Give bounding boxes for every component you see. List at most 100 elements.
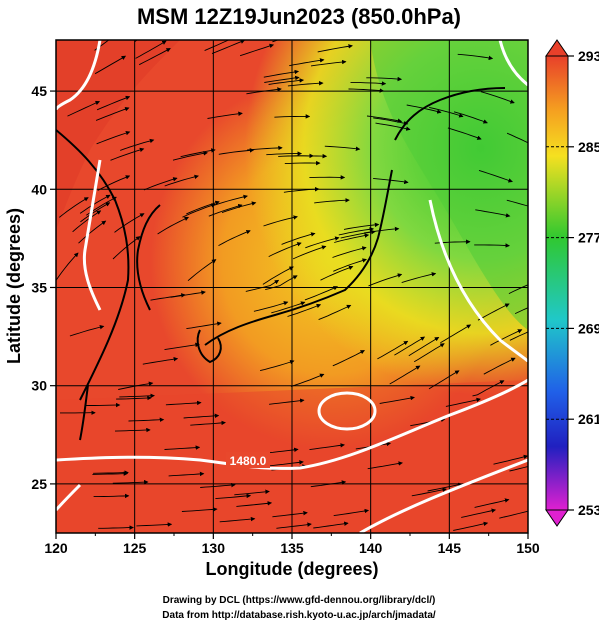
colorbar-tick-label: 293 (578, 48, 599, 64)
streamline (284, 160, 321, 166)
x-tick-label: 140 (359, 540, 383, 556)
height-contours (56, 40, 528, 533)
streamline (290, 373, 325, 387)
contour-line-1480 (56, 378, 528, 470)
streamline (427, 482, 463, 492)
streamline (120, 138, 155, 151)
streamline (186, 321, 222, 330)
streamline (265, 275, 298, 291)
streamline (363, 226, 400, 234)
streamline (69, 325, 105, 337)
streamline (114, 213, 145, 233)
streamline (78, 220, 107, 244)
streamline (367, 461, 403, 470)
streamline (272, 510, 308, 518)
y-tick-label: 45 (31, 83, 47, 99)
streamline (112, 479, 149, 485)
streamline (112, 236, 141, 260)
y-tick-label: 30 (31, 378, 47, 394)
streamline (475, 209, 511, 218)
streamline (268, 78, 305, 85)
x-tick-label: 125 (123, 540, 147, 556)
streamline (366, 115, 403, 123)
streamline (67, 100, 100, 117)
streamline (274, 114, 311, 119)
streamline (490, 329, 523, 346)
streamline (394, 336, 426, 356)
streamline (453, 521, 489, 531)
streamline (253, 301, 289, 312)
streamline (186, 200, 220, 215)
streamline (313, 521, 349, 529)
streamline (305, 236, 340, 249)
map-title: MSM 12Z19Jun2023 (850.0hPa) (137, 4, 461, 29)
streamline (440, 324, 472, 344)
streamline (268, 242, 302, 258)
streamline (480, 91, 515, 104)
coastline-korea (136, 204, 161, 311)
streamline (218, 230, 251, 246)
streamline (116, 395, 152, 401)
streamline (119, 393, 155, 398)
streamline (332, 246, 367, 258)
streamline (318, 304, 352, 321)
streamline (213, 194, 248, 206)
streamline (348, 88, 385, 93)
streamline (84, 402, 121, 408)
streamline (94, 55, 127, 75)
coastlines (56, 87, 506, 441)
streamline (181, 507, 218, 512)
streamline (445, 397, 481, 407)
streamline (164, 174, 199, 187)
streamline (138, 48, 171, 66)
colorbar-tick-label: 285 (578, 139, 599, 155)
streamline (183, 413, 220, 419)
contour-line-ne (498, 40, 528, 87)
streamline (389, 365, 421, 385)
streamline (428, 370, 460, 390)
streamline (332, 350, 365, 367)
contour-line-west (82, 159, 102, 311)
colorbar-ticks: 293 285 277 269 261 253 (546, 48, 599, 518)
streamline (320, 265, 354, 281)
streamline (218, 148, 255, 155)
coastline-japan-hokkaido (394, 87, 506, 141)
streamline (317, 44, 353, 53)
streamline (509, 466, 528, 472)
contour-closed-high (317, 391, 377, 431)
streamline (168, 471, 205, 477)
x-axis-title: Longitude (degrees) (205, 559, 378, 579)
streamline (236, 501, 273, 507)
streamline (208, 203, 243, 217)
streamline (234, 489, 270, 496)
streamline (309, 443, 345, 451)
streamline (93, 493, 130, 499)
streamline (287, 303, 322, 317)
colorbar-gradient (545, 55, 569, 511)
contour-line-se (359, 458, 528, 533)
streamline (190, 420, 226, 426)
streamline (278, 153, 314, 159)
streamline (447, 127, 482, 140)
streamline (259, 359, 295, 372)
streamline (509, 331, 528, 341)
streamline (142, 356, 179, 365)
streamline (514, 307, 528, 315)
streamline (472, 380, 505, 397)
coastline-china (56, 129, 130, 401)
streamline (165, 400, 202, 406)
x-tick-label: 120 (44, 540, 68, 556)
streamline (281, 232, 316, 245)
streamline (375, 122, 411, 131)
streamline (493, 454, 528, 465)
colorbar-bottom-arrow (545, 509, 569, 527)
y-tick-label: 40 (31, 181, 47, 197)
streamline (80, 202, 111, 223)
streamline (401, 272, 437, 284)
streamline (268, 460, 304, 467)
streamline (457, 53, 494, 61)
colorbar-tick-label: 269 (578, 320, 599, 336)
streamline (314, 198, 350, 204)
streamline (164, 445, 201, 450)
streamline (200, 482, 236, 488)
